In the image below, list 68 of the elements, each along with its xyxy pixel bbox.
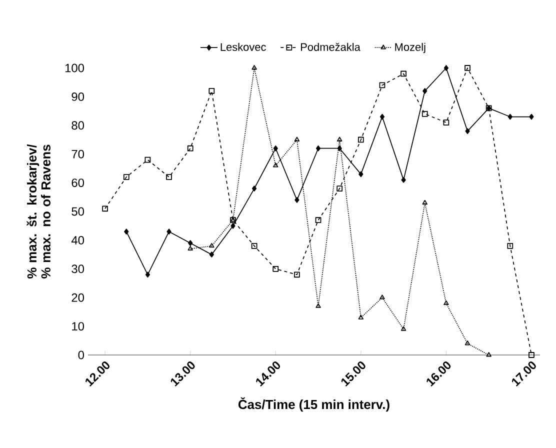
x-axis-title: Čas/Time (15 min interv.) bbox=[238, 397, 390, 412]
y-tick-label: 90 bbox=[72, 92, 84, 101]
point bbox=[443, 120, 450, 126]
y-tick-label: 60 bbox=[72, 178, 84, 188]
point bbox=[422, 200, 428, 205]
y-axis-title: % max. št. krokarjev/ % max. no of Ravens bbox=[26, 144, 50, 278]
y-tick-label: 100 bbox=[65, 64, 84, 72]
y-tick-label: 40 bbox=[71, 236, 84, 244]
point bbox=[507, 243, 514, 249]
y-tick-label: 20 bbox=[72, 293, 84, 302]
point bbox=[336, 136, 342, 142]
point bbox=[358, 314, 364, 320]
point bbox=[251, 243, 258, 249]
point bbox=[508, 114, 512, 120]
point bbox=[444, 65, 449, 71]
point bbox=[358, 171, 364, 178]
point bbox=[316, 303, 321, 308]
y-tick-label: 50 bbox=[72, 207, 84, 216]
point bbox=[486, 352, 492, 357]
point bbox=[166, 228, 172, 235]
point bbox=[401, 176, 406, 183]
point bbox=[102, 206, 108, 212]
point bbox=[380, 114, 385, 120]
point bbox=[252, 65, 257, 70]
point bbox=[379, 82, 386, 88]
point bbox=[464, 65, 470, 71]
legend-label: Leskovec bbox=[220, 42, 266, 51]
point bbox=[144, 156, 151, 163]
point bbox=[273, 162, 278, 168]
point bbox=[337, 145, 342, 152]
point bbox=[188, 240, 193, 246]
point bbox=[230, 222, 236, 229]
y-tick-label: 80 bbox=[72, 121, 84, 130]
legend-label: Mozelj bbox=[395, 42, 426, 54]
point bbox=[252, 186, 257, 192]
point bbox=[358, 136, 364, 143]
point bbox=[336, 186, 343, 192]
point bbox=[444, 300, 449, 306]
y-tick-label: 10 bbox=[72, 322, 84, 331]
point bbox=[464, 340, 470, 346]
point bbox=[188, 246, 193, 251]
point bbox=[294, 272, 300, 278]
point bbox=[209, 252, 214, 258]
point bbox=[208, 88, 215, 94]
point bbox=[465, 128, 470, 134]
point bbox=[400, 326, 406, 331]
point bbox=[400, 70, 406, 77]
point bbox=[273, 145, 278, 152]
point bbox=[422, 88, 428, 94]
point bbox=[145, 272, 150, 278]
point bbox=[380, 294, 385, 300]
point bbox=[166, 174, 172, 180]
point bbox=[123, 174, 130, 180]
point bbox=[124, 228, 129, 235]
point bbox=[316, 145, 321, 152]
legend-label: Podmežakla bbox=[301, 42, 360, 51]
point bbox=[294, 136, 300, 142]
point bbox=[294, 197, 300, 203]
y-tick-label: 30 bbox=[72, 264, 84, 274]
y-tick-label: 0 bbox=[78, 350, 84, 360]
point bbox=[422, 110, 428, 117]
point bbox=[529, 114, 534, 120]
y-tick-label: 70 bbox=[72, 150, 84, 158]
point bbox=[315, 217, 322, 224]
point bbox=[209, 243, 214, 248]
point bbox=[187, 145, 194, 152]
point bbox=[528, 352, 534, 358]
point bbox=[272, 266, 279, 272]
